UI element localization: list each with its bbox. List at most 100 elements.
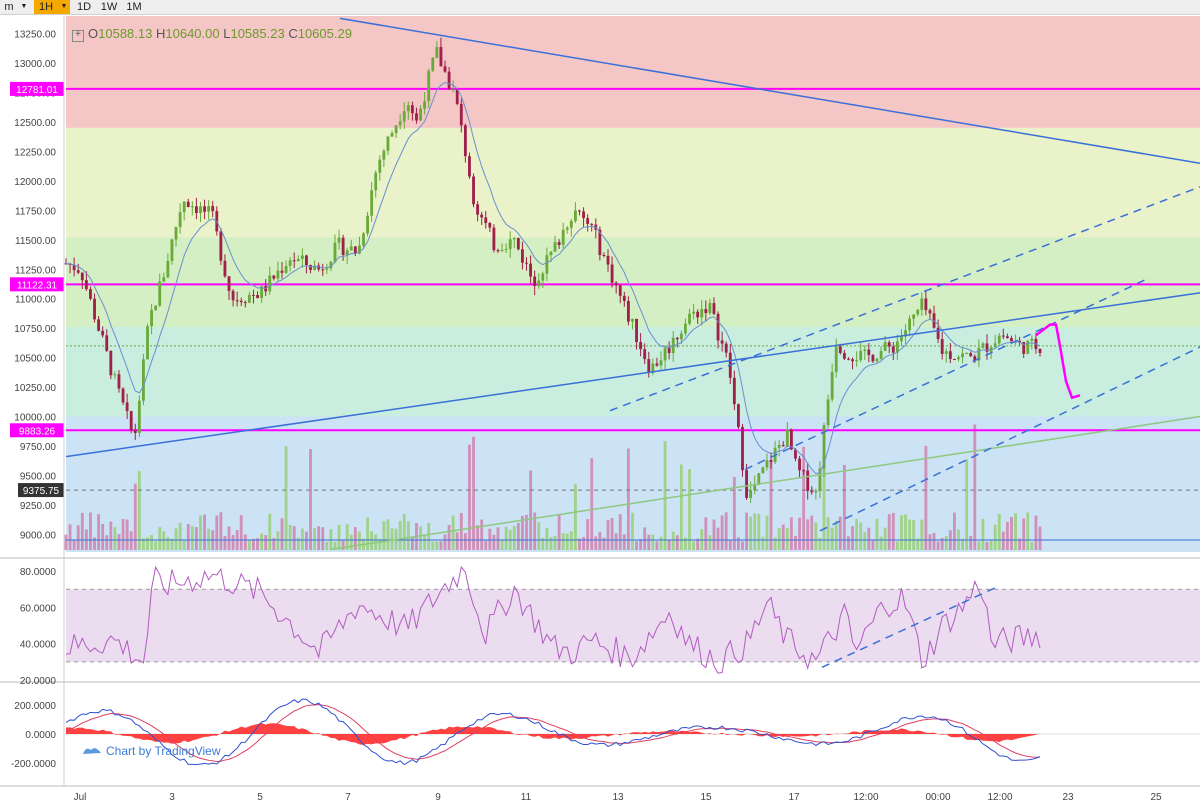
candle-body	[370, 190, 374, 216]
candle-body	[529, 263, 533, 277]
candle-body	[476, 204, 480, 215]
volume-bar	[101, 523, 105, 550]
candle-body	[125, 402, 129, 412]
interval-1w-button[interactable]: 1W	[100, 1, 118, 13]
tradingview-watermark[interactable]: Chart by TradingView	[82, 744, 221, 758]
volume-bar	[847, 536, 850, 550]
time-tick-label: 13	[612, 792, 624, 803]
candle-body	[174, 226, 178, 240]
level-price-label: 11122.31	[17, 280, 58, 291]
volume-bar	[496, 527, 500, 550]
volume-bar	[745, 512, 748, 550]
expand-legend-icon[interactable]: +	[72, 30, 84, 42]
volume-bar	[749, 516, 753, 550]
price-tick-label: 10250.00	[14, 383, 56, 394]
candle-body	[243, 302, 247, 304]
volume-bar	[117, 534, 121, 550]
volume-bar	[737, 537, 740, 550]
candle-body	[419, 108, 422, 121]
macd-tick-label: 200.0000	[14, 701, 56, 712]
interval-1m-button[interactable]: 1M	[126, 1, 142, 13]
candle-body	[973, 356, 977, 361]
candle-body	[133, 430, 137, 433]
volume-bar	[639, 539, 643, 550]
candle-body	[443, 66, 447, 72]
volume-bar	[789, 517, 793, 550]
volume-bar	[398, 520, 402, 550]
volume-bar	[76, 525, 80, 550]
volume-bar	[545, 527, 549, 550]
volume-bar	[146, 537, 149, 550]
volume-bar	[806, 519, 810, 550]
volume-bar	[345, 524, 349, 550]
volume-bar	[924, 445, 928, 550]
candle-body	[900, 336, 903, 342]
candle-body	[924, 298, 928, 311]
candle-body	[814, 490, 818, 493]
volume-bar	[378, 538, 382, 550]
volume-bar	[940, 537, 944, 550]
candle-body	[724, 343, 728, 353]
volume-bar	[488, 528, 492, 550]
candle-body	[300, 255, 304, 260]
candle-body	[549, 251, 553, 256]
volume-bar	[908, 519, 912, 550]
volume-bar	[305, 531, 308, 550]
rsi-trendline	[821, 584, 1001, 668]
candle-body	[137, 400, 141, 433]
volume-bar	[358, 531, 361, 550]
candle-body	[353, 246, 357, 254]
volume-bar	[516, 522, 520, 550]
price-candles	[64, 37, 1042, 504]
candle-body	[777, 445, 781, 448]
interval-1h-button[interactable]: 1H	[34, 0, 58, 14]
candle-body	[879, 351, 883, 359]
volume-bar	[190, 526, 194, 550]
candle-body	[965, 353, 969, 355]
candle-body	[757, 473, 761, 485]
price-band-3	[66, 326, 1200, 417]
volume-bar	[239, 515, 243, 550]
candle-body	[573, 210, 577, 221]
volume-bar	[985, 541, 989, 550]
interval-dropdown-icon[interactable]: ▼	[58, 0, 70, 14]
candle-body	[614, 282, 618, 286]
price-zone-bands	[66, 16, 1200, 552]
candle-body	[329, 261, 333, 269]
volume-bar	[435, 541, 439, 550]
level-price-label: 12781.01	[16, 85, 58, 96]
volume-bar	[529, 470, 533, 550]
candle-body	[468, 156, 471, 177]
menu-arrow-icon[interactable]: ▼	[20, 3, 28, 10]
candle-body	[806, 470, 810, 492]
volume-bar	[944, 536, 948, 550]
volume-bar	[675, 535, 679, 550]
candle-body	[643, 349, 647, 360]
interval-1d-button[interactable]: 1D	[76, 1, 92, 13]
volume-bar	[68, 524, 72, 550]
candle-body	[586, 218, 590, 224]
candle-body	[72, 264, 76, 271]
candle-body	[508, 239, 512, 249]
candle-body	[1001, 335, 1005, 337]
volume-bar	[166, 537, 170, 550]
menu-button[interactable]: m	[4, 1, 14, 13]
candle-body	[276, 270, 280, 279]
candle-body	[488, 223, 492, 228]
volume-bar	[337, 524, 341, 550]
candle-body	[578, 210, 581, 212]
candle-body	[305, 255, 308, 266]
moving-average-line	[65, 81, 1041, 475]
candle-body	[386, 136, 390, 151]
candle-body	[109, 350, 113, 376]
candle-body	[810, 491, 814, 493]
volume-bar	[406, 521, 410, 550]
candle-body	[121, 388, 125, 403]
volume-bar	[215, 515, 219, 550]
candle-body	[859, 350, 863, 361]
volume-bar	[802, 446, 806, 550]
candle-body	[84, 280, 88, 290]
volume-bar	[521, 515, 524, 550]
volume-bar	[826, 517, 830, 550]
